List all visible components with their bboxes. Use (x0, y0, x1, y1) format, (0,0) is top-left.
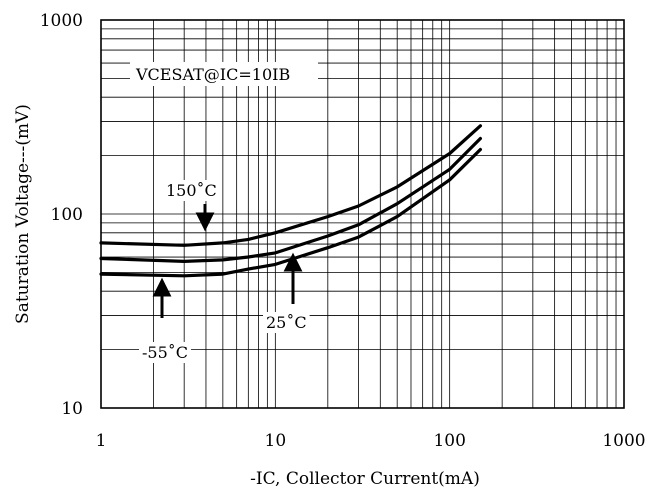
x-tick-label: 1 (96, 431, 107, 451)
tick-labels: 1 10 100 1000 10 100 1000 (40, 11, 646, 451)
series-label-background (263, 312, 310, 333)
series-label: 25˚C (266, 313, 307, 332)
y-tick-label: 1000 (40, 11, 83, 31)
chart-annotation: VCESAT@IC=10IB (135, 65, 290, 84)
y-tick-label: 100 (51, 205, 83, 225)
series-arrow-head (283, 252, 303, 272)
x-tick-label: 1000 (602, 431, 645, 451)
series-arrow-head (195, 212, 215, 232)
annotation-background (130, 62, 318, 86)
x-tick-label: 100 (433, 431, 465, 451)
series-line-2 (99, 147, 482, 278)
series-label: -55˚C (142, 343, 188, 362)
x-axis-label: -IC, Collector Current(mA) (250, 469, 480, 488)
series-line-0 (99, 124, 482, 247)
series-arrow-head (152, 277, 172, 297)
series-layer (99, 124, 482, 278)
x-tick-label: 10 (265, 431, 287, 451)
y-axis-label: Saturation Voltage---(mV) (13, 104, 33, 324)
series-line-1 (99, 136, 482, 263)
series-label-background (163, 180, 220, 201)
plot-frame (100, 19, 625, 409)
series-label-background (139, 342, 192, 363)
series-labels: 150˚C 25˚C -55˚C (139, 180, 310, 363)
y-tick-label: 10 (61, 399, 83, 419)
series-label: 150˚C (166, 181, 217, 200)
